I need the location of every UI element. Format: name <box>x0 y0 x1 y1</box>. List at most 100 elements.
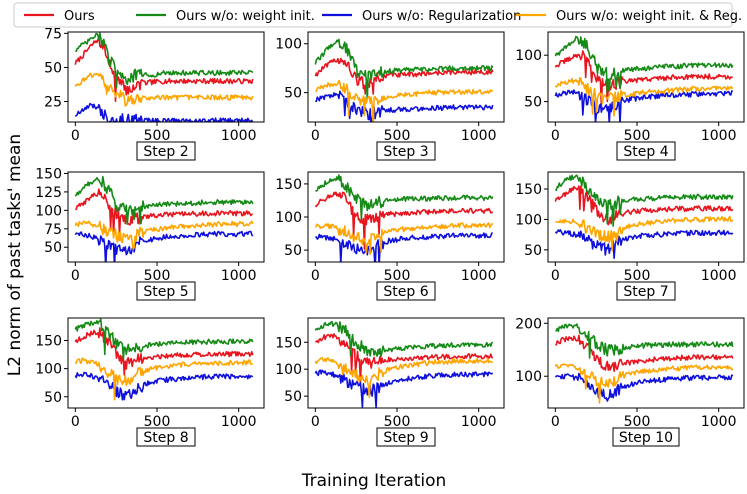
y-tick-label: 150 <box>35 334 62 350</box>
subplot-step-8: 50 100 150 0 500 1000 Step 8 <box>35 317 265 447</box>
subplot-step-6: 50 100 150 0 500 1000 Step 6 <box>275 171 505 301</box>
series-line-ours <box>314 57 494 95</box>
legend-label-no-init: Ours w/o: weight init. <box>176 9 315 24</box>
series-line-no-reg <box>554 89 734 122</box>
x-tick-label: 1000 <box>221 128 257 144</box>
series-line-no-reg <box>554 372 734 402</box>
x-tick-label: 0 <box>71 414 80 430</box>
series-line-no-reg <box>314 369 494 408</box>
y-axis-label: L2 norm of past tasks' mean <box>5 134 25 376</box>
x-tick-label: 1000 <box>701 414 737 430</box>
y-tick-label: 100 <box>35 203 62 219</box>
legend: Ours Ours w/o: weight init. Ours w/o: Re… <box>13 2 742 28</box>
x-tick-label: 0 <box>311 128 320 144</box>
series-line-ours <box>75 188 253 236</box>
y-tick-label: 100 <box>515 212 542 228</box>
x-tick-label: 500 <box>144 268 171 284</box>
y-tick-label: 100 <box>275 37 302 53</box>
y-tick-label: 25 <box>44 95 62 111</box>
step-label-box <box>136 281 196 301</box>
x-tick-label: 1000 <box>461 268 497 284</box>
step-label-box <box>616 141 676 161</box>
series-line-no-both <box>74 220 254 250</box>
plot-frame <box>547 171 745 263</box>
y-tick-label: 50 <box>44 240 62 256</box>
series-line-no-init <box>555 323 734 359</box>
series-line-no-reg <box>554 229 734 259</box>
x-tick-label: 0 <box>311 414 320 430</box>
x-tick-label: 1000 <box>701 268 737 284</box>
y-tick-label: 75 <box>44 222 62 238</box>
series-line-no-reg <box>74 371 254 401</box>
series-line-ours <box>314 333 494 383</box>
legend-label-ours: Ours <box>64 9 95 24</box>
series-line-no-init <box>314 38 494 101</box>
y-tick-label: 100 <box>515 369 542 385</box>
subplot-step-10: 100 200 0 500 1000 Step 10 <box>515 316 745 447</box>
x-tick-label: 500 <box>624 268 651 284</box>
subplot-step-5: 50 75 100 125 150 0 500 1000 Step 5 <box>35 166 265 301</box>
x-tick-label: 1000 <box>701 128 737 144</box>
y-tick-label: 150 <box>515 182 542 198</box>
x-tick-label: 1000 <box>461 414 497 430</box>
plot-frame <box>67 31 265 123</box>
y-tick-label: 150 <box>275 177 302 193</box>
y-tick-label: 50 <box>524 95 542 111</box>
y-tick-label: 200 <box>515 316 542 332</box>
series-line-no-init <box>554 174 734 227</box>
series-line-no-init <box>74 318 254 360</box>
series-line-no-reg <box>74 230 254 262</box>
series-line-no-both <box>314 222 494 255</box>
plot-frame <box>307 31 505 123</box>
x-tick-label: 500 <box>624 128 651 144</box>
series-line-no-both <box>74 357 253 401</box>
series-line-ours <box>554 185 734 226</box>
y-tick-label: 75 <box>44 26 62 42</box>
x-tick-label: 500 <box>144 128 171 144</box>
plot-frame <box>547 317 745 409</box>
step-label-box <box>612 427 680 447</box>
y-tick-label: 50 <box>284 389 302 405</box>
x-tick-label: 500 <box>384 128 411 144</box>
series-line-ours <box>74 36 254 102</box>
x-tick-label: 500 <box>144 414 171 430</box>
step-label: Step 10 <box>619 430 673 446</box>
series-line-no-both <box>555 215 734 252</box>
plot-frame <box>307 317 505 409</box>
step-label-box <box>376 141 436 161</box>
step-label-box <box>376 281 436 301</box>
step-label: Step 6 <box>383 284 428 300</box>
x-tick-label: 0 <box>311 268 320 284</box>
step-label: Step 5 <box>143 284 188 300</box>
series-line-no-init <box>314 320 494 357</box>
plot-frame <box>307 171 505 263</box>
plot-frame <box>67 171 265 263</box>
x-axis-label: Training Iteration <box>301 471 447 491</box>
series-line-no-init <box>74 175 254 225</box>
subplot-step-7: 50 100 150 0 500 1000 Step 7 <box>515 171 745 301</box>
x-tick-label: 1000 <box>221 268 257 284</box>
step-label: Step 7 <box>623 284 668 300</box>
y-tick-label: 125 <box>35 185 62 201</box>
series-line-no-init <box>315 174 494 221</box>
series-line-no-both <box>314 357 494 398</box>
x-tick-label: 500 <box>624 414 651 430</box>
step-label-box <box>616 281 676 301</box>
y-tick-label: 50 <box>524 243 542 259</box>
series-line-no-reg <box>315 232 493 262</box>
plot-frame <box>547 31 745 123</box>
y-tick-label: 50 <box>284 243 302 259</box>
y-tick-label: 150 <box>35 166 62 182</box>
series-line-no-reg <box>314 90 494 122</box>
x-tick-label: 500 <box>384 268 411 284</box>
step-label: Step 8 <box>143 430 188 446</box>
series-line-no-both <box>74 72 254 107</box>
step-label: Step 9 <box>383 430 428 446</box>
series-line-no-reg <box>74 102 254 122</box>
series-line-ours <box>555 334 734 373</box>
y-tick-label: 100 <box>515 48 542 64</box>
